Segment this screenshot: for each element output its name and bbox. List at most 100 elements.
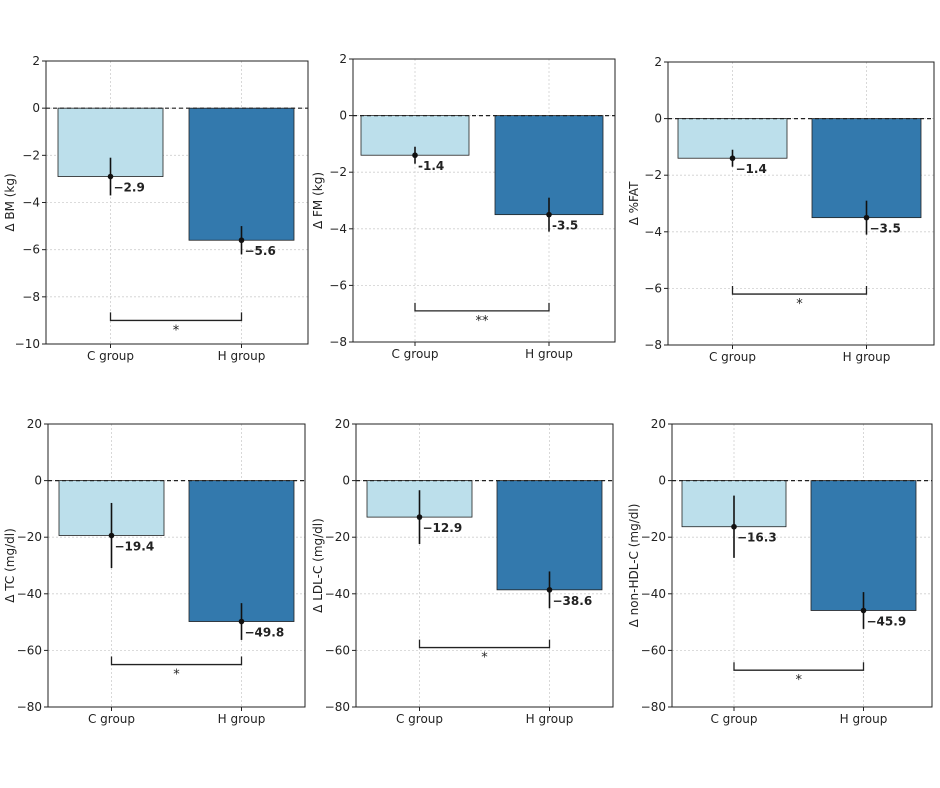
y-tick-label: −4 xyxy=(329,222,347,236)
chart-panel-2: 2 0 −2 −4 −6 −8 C group H group Δ FM (kg) -1.4 -3.… xyxy=(311,52,616,361)
y-tick-label: 2 xyxy=(339,52,347,66)
y-tick-label: −80 xyxy=(641,700,666,714)
y-tick-label: 20 xyxy=(651,417,666,431)
axes-frame xyxy=(667,61,935,346)
y-tick-label: −20 xyxy=(17,530,42,544)
bar-h-group xyxy=(188,480,295,622)
data-label: -1.4 xyxy=(418,159,444,173)
y-tick-label: −2 xyxy=(22,148,40,162)
mean-point xyxy=(412,152,418,159)
y-tick-label: 2 xyxy=(654,55,662,69)
bar-h-group xyxy=(810,480,917,611)
x-tick-label: C group xyxy=(709,350,756,364)
mean-point xyxy=(107,173,114,180)
x-tick-label: C group xyxy=(87,349,134,363)
y-tick-label: −2 xyxy=(329,165,347,179)
x-tick-label: H group xyxy=(525,347,573,361)
y-axis-label: Δ %FAT xyxy=(627,181,641,226)
data-label: −38.6 xyxy=(553,594,593,608)
x-tick-label: C group xyxy=(391,347,438,361)
y-axis-label: Δ FM (kg) xyxy=(311,172,325,229)
significance-bracket xyxy=(731,286,868,295)
data-label: −1.4 xyxy=(736,162,767,176)
y-tick-label: 0 xyxy=(32,101,40,115)
y-tick-label: −4 xyxy=(644,225,662,239)
y-tick-label: −8 xyxy=(22,290,40,304)
y-tick-label: −40 xyxy=(17,587,42,601)
y-tick-label: −60 xyxy=(17,643,42,657)
axes-frame xyxy=(47,423,306,708)
y-tick-label: 2 xyxy=(32,54,40,68)
data-label: −2.9 xyxy=(114,181,145,195)
x-tick-label: H group xyxy=(526,712,574,726)
mean-point xyxy=(108,532,115,539)
significance-label: * xyxy=(173,323,180,338)
chart-panel-3: 2 0 −2 −4 −6 −8 C group H group Δ %FAT −1.4 −3.5 * xyxy=(627,55,935,364)
axes-frame xyxy=(671,423,933,708)
y-tick-label: 0 xyxy=(654,112,662,126)
mean-point xyxy=(546,587,553,593)
mean-point xyxy=(729,155,736,162)
mean-point xyxy=(546,211,552,218)
y-tick-label: 0 xyxy=(339,109,347,123)
y-tick-label: −2 xyxy=(644,168,662,182)
mean-point xyxy=(860,607,867,614)
data-label: −19.4 xyxy=(115,540,155,554)
significance-bracket xyxy=(418,639,551,649)
y-axis-label: Δ LDL-C (mg/dl) xyxy=(311,518,325,613)
mean-point xyxy=(731,523,737,530)
y-tick-label: −6 xyxy=(22,243,40,257)
y-tick-label: 0 xyxy=(342,474,350,488)
x-tick-label: H group xyxy=(840,712,888,726)
mean-point xyxy=(863,214,870,221)
mean-point xyxy=(238,237,245,244)
data-label: −16.3 xyxy=(737,531,777,545)
chart-panel-6: 20 0 −20 −40 −60 −80 C group H group Δ non-HDL-C… xyxy=(627,417,933,726)
x-tick-label: H group xyxy=(218,349,266,363)
chart-panel-1: 2 0 −2 −4 −6 −8 −10 C group H group Δ BM (kg) −2.9… xyxy=(3,54,309,363)
significance-label: * xyxy=(796,673,803,688)
significance-label: * xyxy=(481,651,488,666)
significance-bracket xyxy=(414,302,550,312)
y-tick-label: 20 xyxy=(27,417,42,431)
y-tick-label: −8 xyxy=(329,335,347,349)
data-label: -3.5 xyxy=(552,219,578,233)
significance-label: ** xyxy=(476,314,490,329)
significance-label: * xyxy=(796,297,803,312)
y-tick-label: −6 xyxy=(329,278,347,292)
data-label: −5.6 xyxy=(245,244,276,258)
significance-bracket xyxy=(109,312,243,322)
data-label: −45.9 xyxy=(867,614,907,628)
mean-point xyxy=(416,514,423,520)
y-tick-label: −80 xyxy=(325,700,350,714)
x-tick-label: C group xyxy=(710,712,757,726)
y-axis-label: Δ BM (kg) xyxy=(3,173,17,231)
y-tick-label: −4 xyxy=(22,196,40,210)
axes-frame xyxy=(352,58,616,343)
data-label: −3.5 xyxy=(870,222,901,236)
x-tick-label: C group xyxy=(396,712,443,726)
y-axis-label: Δ TC (mg/dl) xyxy=(3,528,17,603)
bar-h-group xyxy=(188,107,295,241)
y-tick-label: −20 xyxy=(641,530,666,544)
significance-label: * xyxy=(173,668,180,683)
y-tick-label: −60 xyxy=(325,643,350,657)
axes-frame xyxy=(355,423,614,708)
y-tick-label: 0 xyxy=(34,474,42,488)
y-tick-label: −40 xyxy=(325,587,350,601)
significance-bracket xyxy=(733,662,865,671)
y-tick-label: −20 xyxy=(325,530,350,544)
data-label: −49.8 xyxy=(245,626,285,640)
data-label: −12.9 xyxy=(423,521,463,535)
y-tick-label: −40 xyxy=(641,587,666,601)
y-tick-label: −60 xyxy=(641,643,666,657)
y-tick-label: 0 xyxy=(658,474,666,488)
mean-point xyxy=(238,618,245,625)
chart-panel-5: 20 0 −20 −40 −60 −80 C group H group Δ LDL-C (mg… xyxy=(311,417,614,726)
y-tick-label: 20 xyxy=(335,417,350,431)
y-tick-label: −8 xyxy=(644,338,662,352)
significance-bracket xyxy=(110,656,243,666)
y-axis-label: Δ non-HDL-C (mg/dl) xyxy=(627,504,641,628)
chart-panel-4: 20 0 −20 −40 −60 −80 C group H group Δ TC (mg/dl… xyxy=(3,417,306,726)
